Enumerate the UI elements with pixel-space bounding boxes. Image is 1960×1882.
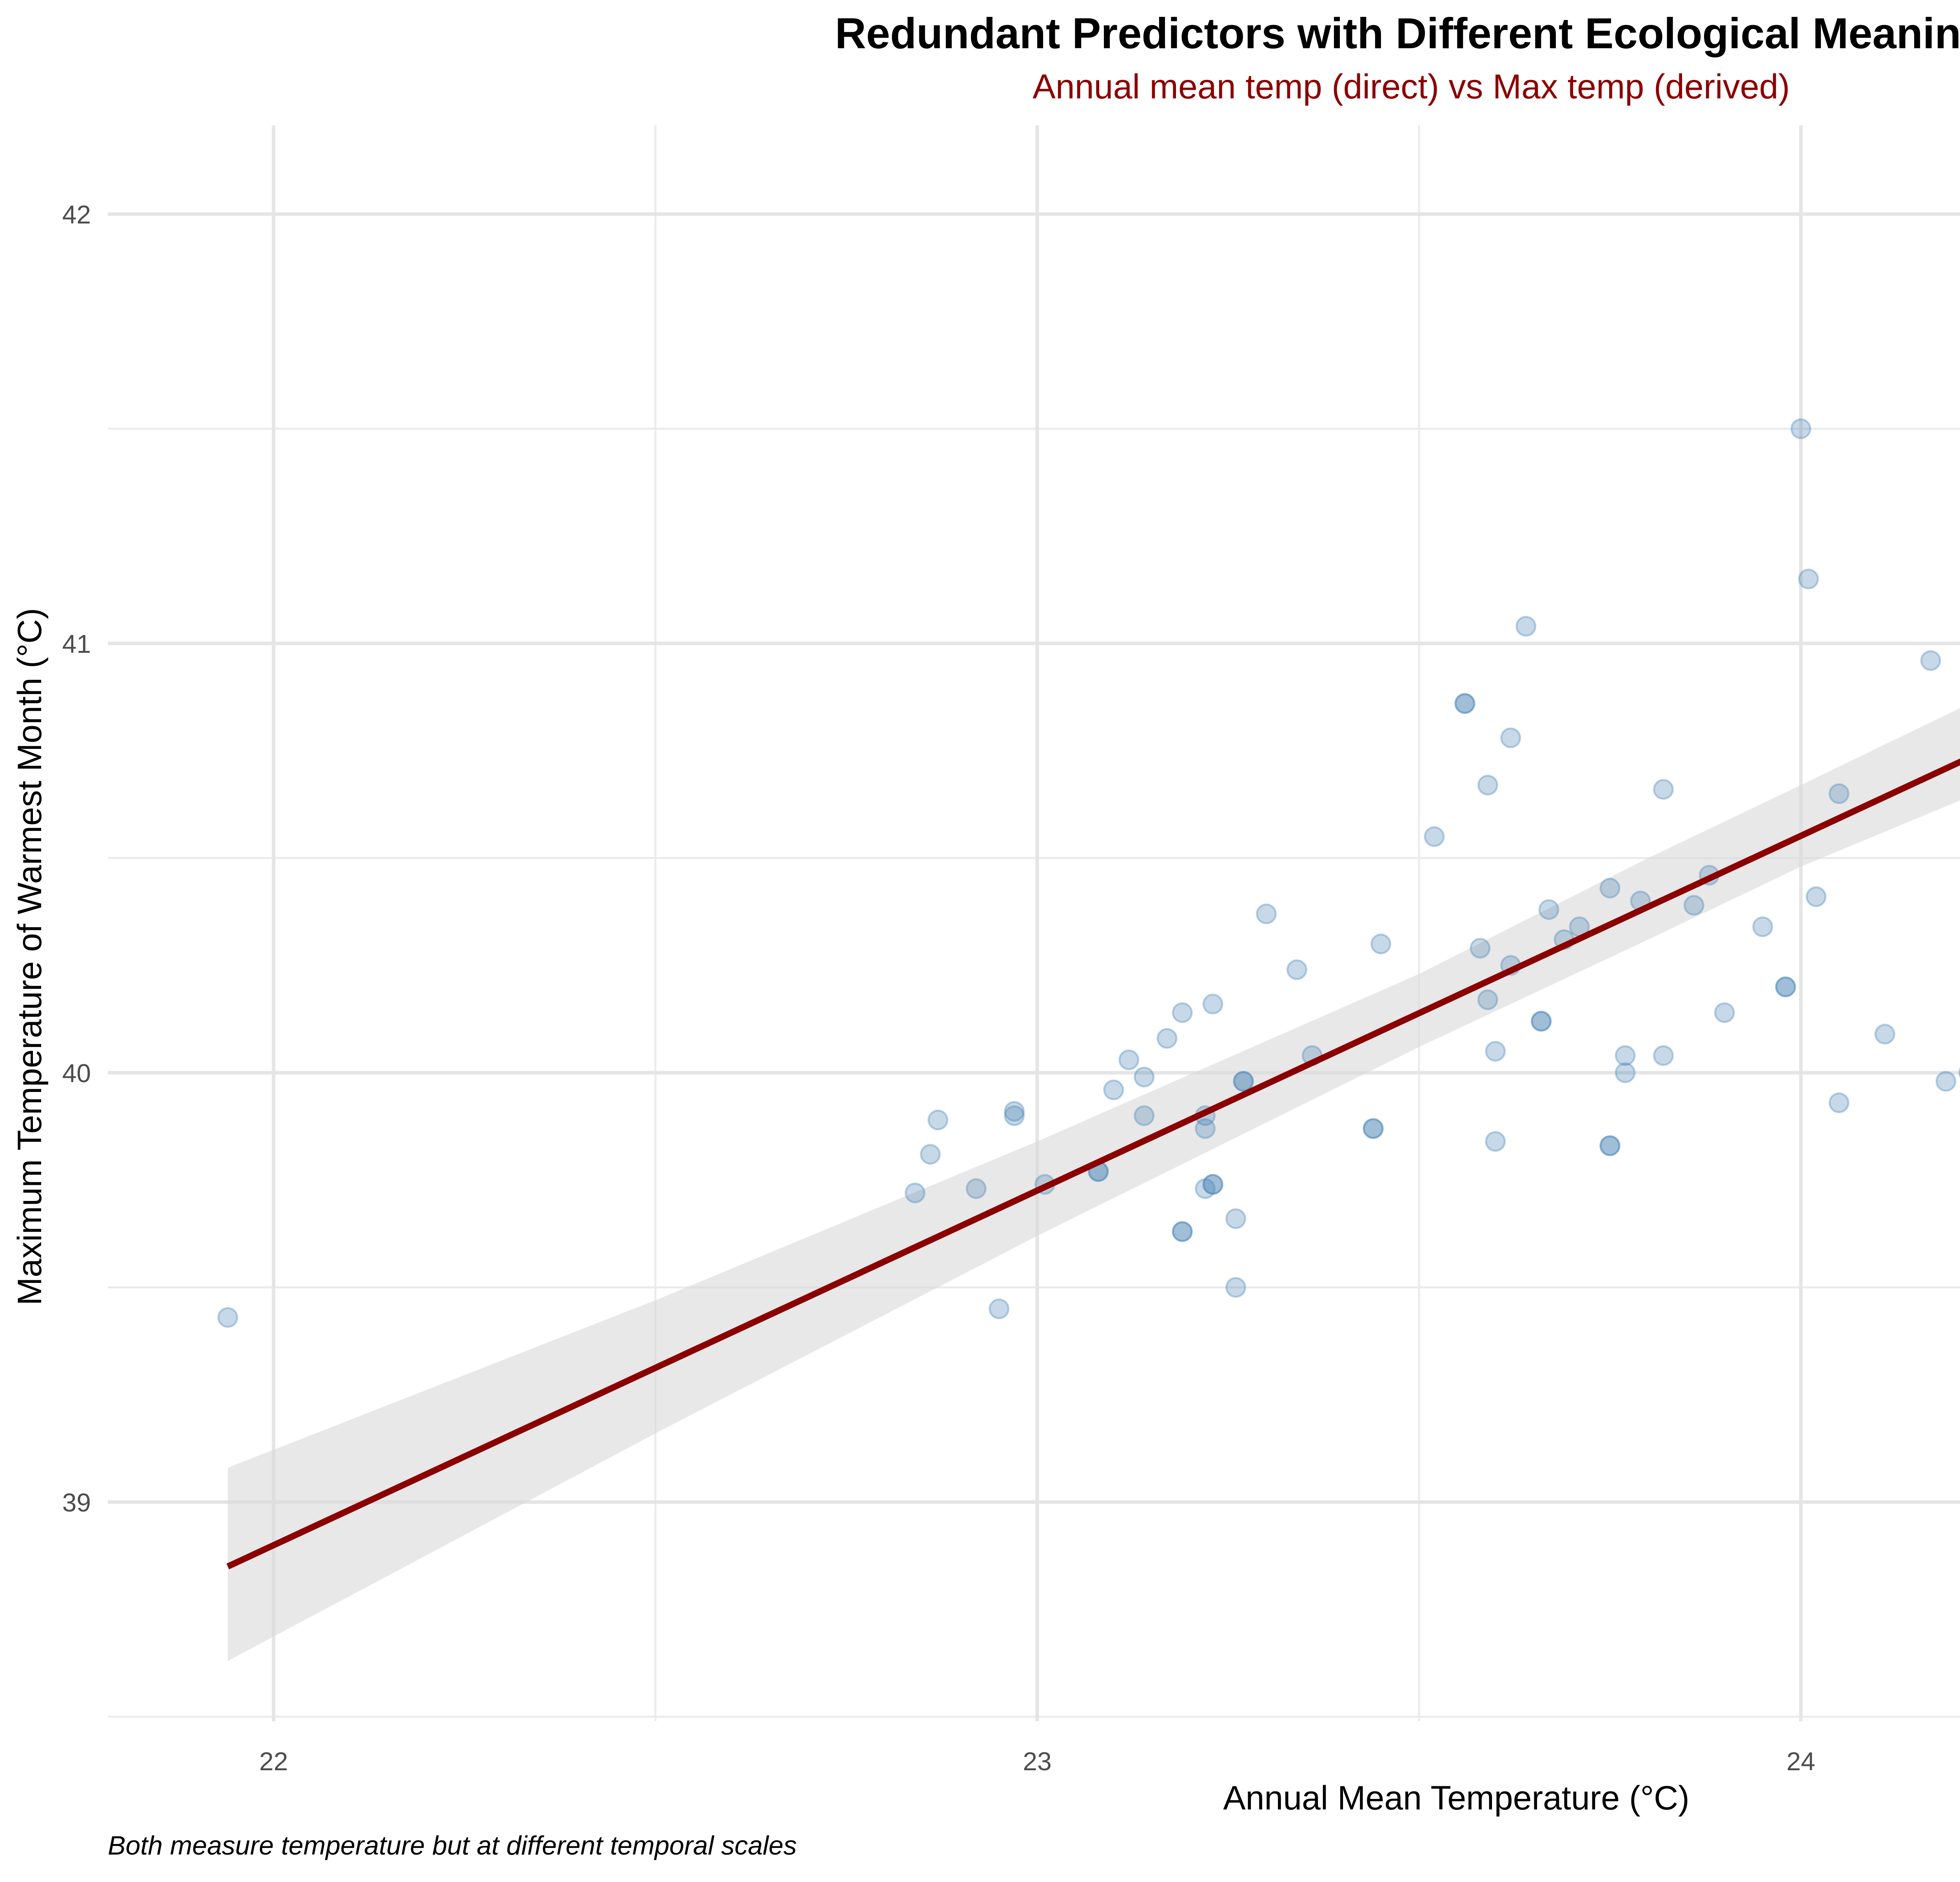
- data-point: [1500, 727, 1521, 748]
- data-point: [1828, 783, 1849, 804]
- data-point: [1370, 934, 1392, 954]
- y-tick-label: 39: [62, 1488, 91, 1517]
- y-tick-label: 42: [62, 200, 91, 229]
- data-point: [1286, 959, 1307, 980]
- data-point: [1477, 774, 1498, 796]
- data-point: [1195, 1118, 1216, 1139]
- data-point: [1828, 1092, 1849, 1114]
- grid-lines: [108, 125, 1960, 1721]
- data-point: [1615, 1045, 1636, 1066]
- x-tick-label: 22: [259, 1747, 288, 1776]
- data-point: [1935, 1071, 1956, 1092]
- data-point: [1195, 1178, 1216, 1199]
- data-point: [1599, 1135, 1621, 1156]
- confidence-band-group: [228, 708, 1960, 1661]
- data-point: [1798, 569, 1819, 590]
- data-point: [1424, 826, 1445, 847]
- data-point: [1172, 1221, 1193, 1242]
- data-point: [1790, 418, 1811, 439]
- chart-title: Redundant Predictors with Different Ecol…: [835, 9, 1960, 58]
- y-axis-label: Maximum Temperature of Warmest Month (°C…: [11, 608, 49, 1306]
- data-point: [1156, 1028, 1178, 1049]
- data-point: [1004, 1105, 1025, 1126]
- x-axis-ticks: 22232425: [259, 1747, 1815, 1776]
- data-point: [927, 1109, 949, 1130]
- data-point: [920, 1144, 941, 1165]
- data-point: [1470, 937, 1491, 959]
- data-point: [1615, 1062, 1636, 1083]
- regression-line-group: [226, 758, 1960, 1570]
- data-point: [217, 1307, 238, 1328]
- data-point: [1531, 1011, 1552, 1032]
- data-point: [1515, 616, 1537, 637]
- data-point: [1454, 693, 1475, 714]
- data-point: [1202, 994, 1223, 1015]
- confidence-band: [228, 708, 1960, 1661]
- data-point: [1202, 1174, 1223, 1195]
- data-point: [1477, 989, 1498, 1010]
- data-point: [1653, 1045, 1674, 1066]
- data-point: [1118, 1049, 1140, 1070]
- data-point: [965, 1178, 987, 1199]
- data-point: [1775, 976, 1796, 997]
- y-tick-label: 41: [62, 629, 91, 658]
- data-point: [1134, 1105, 1155, 1126]
- data-point: [1004, 1101, 1025, 1122]
- data-point: [1363, 1118, 1384, 1139]
- data-point: [1172, 1002, 1193, 1023]
- data-point: [1454, 693, 1475, 714]
- data-point: [1683, 895, 1704, 916]
- data-point: [1134, 1066, 1155, 1088]
- data-point: [1920, 650, 1941, 671]
- data-point: [1538, 899, 1559, 920]
- data-point: [1806, 886, 1827, 907]
- data-point: [1233, 1071, 1254, 1092]
- data-point: [1363, 1118, 1384, 1139]
- x-tick-label: 23: [1023, 1747, 1051, 1776]
- data-point: [1225, 1208, 1246, 1229]
- data-point: [1599, 877, 1621, 899]
- data-point: [1256, 903, 1277, 925]
- chart-subtitle: Annual mean temp (direct) vs Max temp (d…: [1033, 67, 1790, 106]
- data-point: [1225, 1277, 1246, 1298]
- y-tick-label: 40: [62, 1059, 91, 1088]
- chart-caption: Both measure temperature but at differen…: [108, 1831, 797, 1860]
- data-point: [904, 1183, 926, 1204]
- y-axis-ticks: 39 40 41 42: [62, 200, 91, 1517]
- data-point: [1485, 1041, 1506, 1062]
- data-point: [989, 1298, 1010, 1319]
- data-point: [1233, 1071, 1254, 1092]
- data-point: [1599, 1135, 1621, 1156]
- data-point: [1714, 1002, 1735, 1023]
- data-point: [1775, 976, 1796, 997]
- data-point: [1103, 1079, 1124, 1101]
- data-point: [1874, 1023, 1895, 1045]
- data-point: [1202, 1174, 1223, 1195]
- regression-line: [226, 758, 1960, 1570]
- data-point: [1653, 779, 1674, 800]
- data-point: [1485, 1131, 1506, 1152]
- x-axis-label: Annual Mean Temperature (°C): [1223, 1779, 1690, 1817]
- data-point: [1752, 916, 1773, 937]
- x-tick-label: 24: [1786, 1747, 1815, 1776]
- data-point: [1531, 1011, 1552, 1032]
- data-point: [1172, 1221, 1193, 1242]
